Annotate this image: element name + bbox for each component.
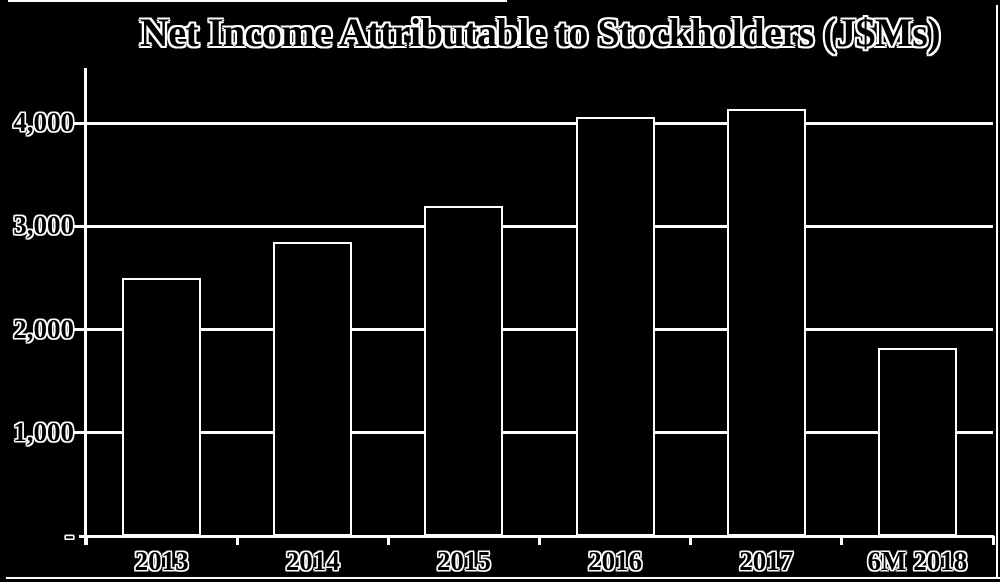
x-axis-label: 6M 2018	[867, 546, 968, 576]
x-axis-label: 2017	[739, 546, 794, 576]
x-axis-label: 2016	[588, 546, 643, 576]
image-border-bottom	[6, 577, 1000, 579]
y-tick-label: 2,000	[13, 313, 74, 344]
chart-title: Net Income Attributable to Stockholders …	[139, 10, 941, 55]
y-tick-mark	[71, 121, 86, 125]
y-axis-line	[84, 68, 87, 545]
x-tick-mark	[991, 536, 995, 545]
y-tick-label: 3,000	[13, 210, 74, 241]
x-tick-mark	[689, 536, 693, 545]
x-axis-line	[79, 534, 994, 538]
x-tick-mark	[386, 536, 390, 545]
x-axis-label: 2013	[134, 546, 189, 576]
x-tick-mark	[84, 536, 88, 545]
x-axis-label: 2014	[285, 546, 340, 576]
bar-2015	[424, 205, 504, 536]
y-tick-label: 1,000	[13, 416, 74, 447]
y-tick-label: -	[65, 520, 74, 550]
gridline	[86, 328, 993, 331]
x-tick-mark	[235, 536, 239, 545]
x-axis-label: 2015	[436, 546, 491, 576]
bar-2016	[575, 116, 655, 536]
bar-2014	[273, 241, 353, 536]
image-border-top	[8, 0, 507, 2]
y-tick-mark	[71, 328, 86, 331]
x-tick-mark	[840, 536, 844, 545]
y-tick-mark	[71, 431, 86, 435]
bar-2017	[726, 108, 806, 536]
y-tick-mark	[71, 224, 86, 228]
gridline	[86, 224, 993, 228]
bar-6m-2018	[877, 348, 957, 536]
x-tick-mark	[538, 536, 541, 545]
image-border-right	[996, 5, 998, 578]
bar-2013	[122, 277, 202, 536]
y-tick-label: 4,000	[13, 107, 74, 137]
gridline	[86, 121, 993, 125]
gridline	[86, 431, 993, 435]
